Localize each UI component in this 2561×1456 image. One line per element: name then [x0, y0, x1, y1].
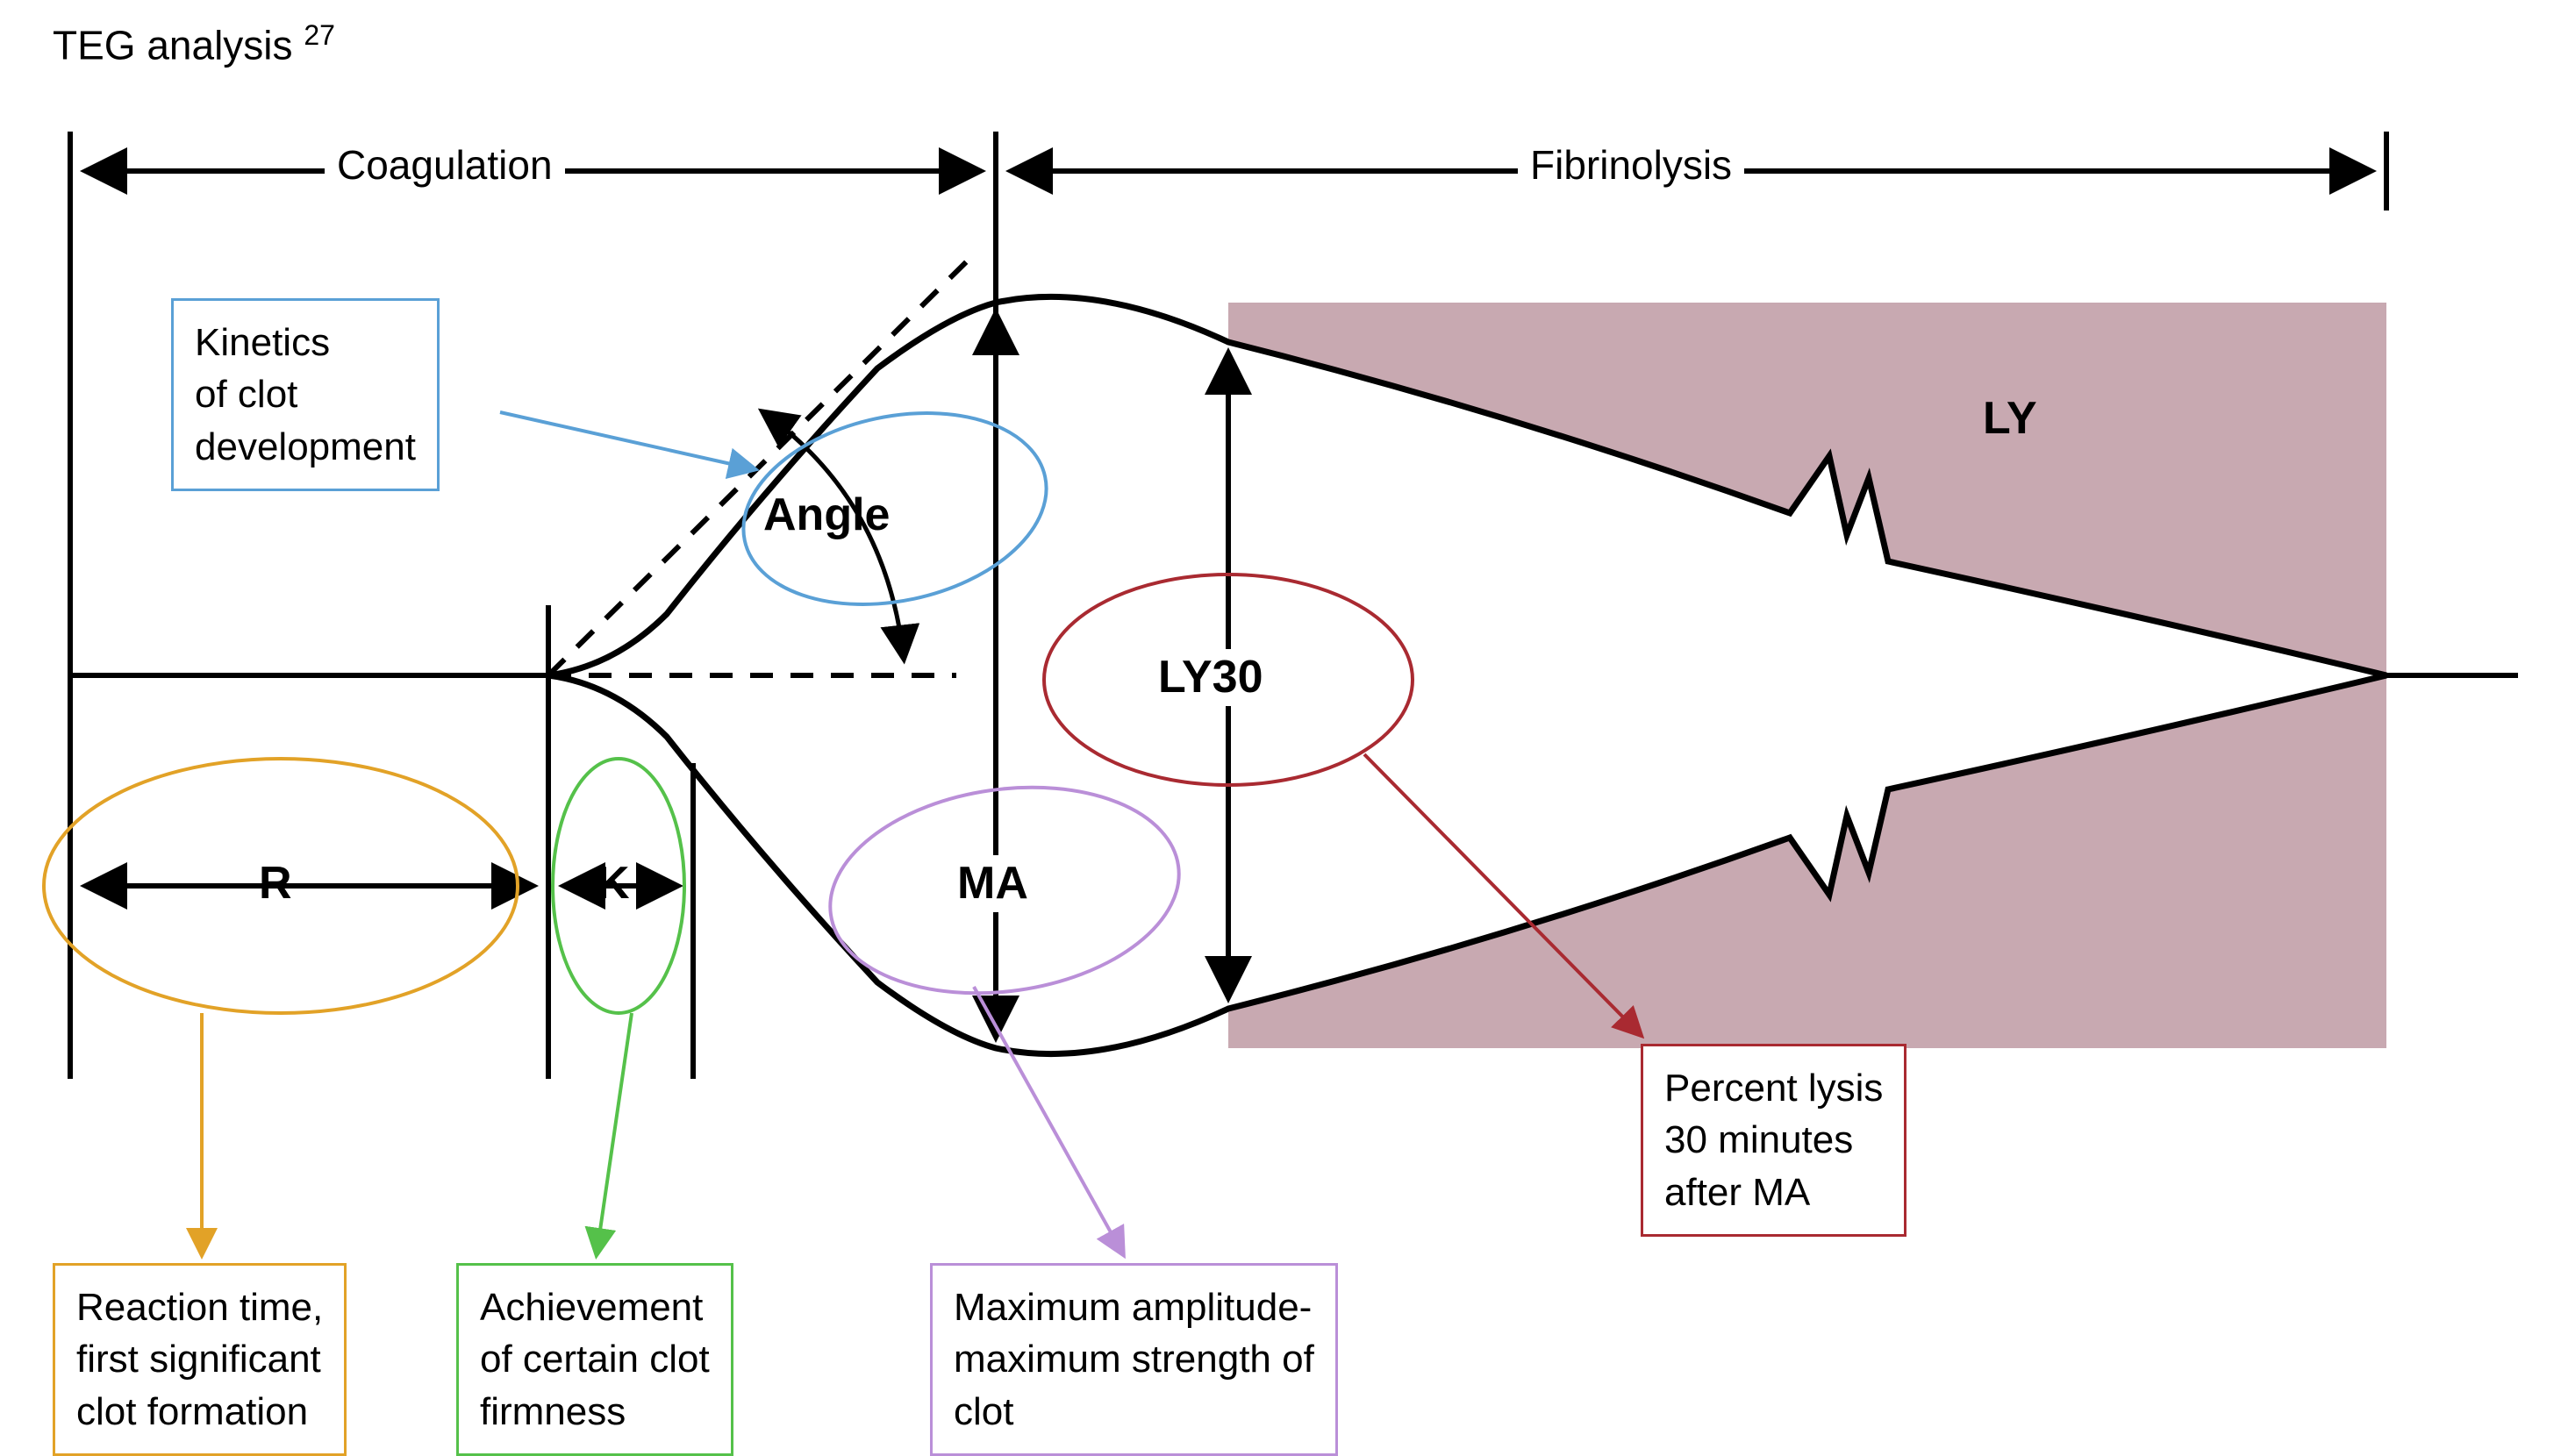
diagram-container: { "title": "TEG analysis", "title_sup": … [0, 0, 2561, 1455]
title-sup: 27 [304, 19, 335, 51]
ly-shaded-region [1228, 303, 2386, 1048]
fibrinolysis-label: Fibrinolysis [1518, 140, 1744, 191]
angle-connector [500, 412, 755, 469]
ma-desc-box: Maximum amplitude- maximum strength of c… [930, 1263, 1338, 1456]
ly-symbol: LY [1983, 390, 2037, 447]
k-symbol: K [597, 855, 630, 912]
diagram-svg [0, 0, 2561, 1455]
title-text: TEG analysis [53, 22, 293, 68]
k-connector [597, 1013, 632, 1254]
ly30-desc-box: Percent lysis 30 minutes after MA [1641, 1044, 1906, 1237]
coagulation-label: Coagulation [325, 140, 565, 191]
ly30-symbol: LY30 [1149, 649, 1272, 706]
k-desc-box: Achievement of certain clot firmness [456, 1263, 733, 1456]
r-desc-box: Reaction time, first significant clot fo… [53, 1263, 347, 1456]
angle-desc-box: Kinetics of clot development [171, 298, 440, 491]
ma-symbol: MA [952, 855, 1034, 912]
diagram-title: TEG analysis 27 [53, 18, 335, 71]
ma-connector [974, 987, 1123, 1254]
angle-symbol: Angle [763, 487, 890, 544]
r-symbol: R [259, 855, 292, 912]
angle-tangent-dash [548, 254, 974, 675]
